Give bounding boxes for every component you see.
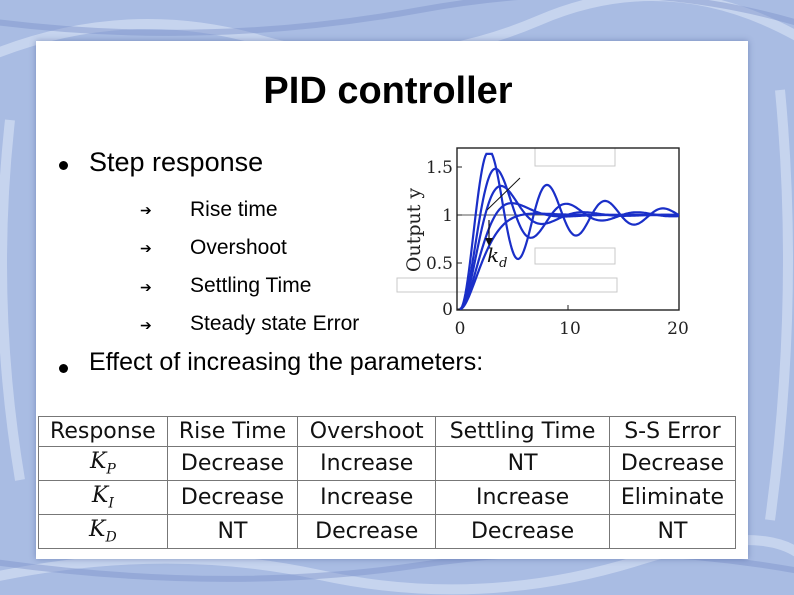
table-header-cell: Overshoot	[297, 415, 437, 448]
response-curve	[459, 167, 679, 311]
table-row: KP Decrease Increase NT Decrease	[38, 446, 737, 482]
table-cell: NT	[166, 513, 299, 550]
arrow-icon: ➔	[140, 279, 152, 295]
table-cell: Increase	[297, 480, 437, 515]
x-tick-label: 10	[559, 319, 581, 339]
table-cell: Decrease	[297, 513, 437, 550]
table-header-row: Response Rise Time Overshoot Settling Ti…	[38, 415, 737, 448]
x-tick-label: 20	[667, 319, 689, 339]
param-cell-ki: KI	[38, 480, 168, 515]
table-header-cell: Rise Time	[166, 415, 299, 448]
table-row: KD NT Decrease Decrease NT	[38, 513, 737, 550]
y-tick-label: 1.5	[426, 158, 453, 178]
bullet-dot	[59, 364, 68, 373]
bullet-effect-parameters: Effect of increasing the parameters:	[89, 348, 484, 376]
table-row: KI Decrease Increase Increase Eliminate	[38, 480, 737, 515]
slide-title: PID controller	[263, 70, 513, 112]
response-curve	[459, 212, 679, 311]
table-header-cell: Settling Time	[435, 415, 610, 448]
table-header-cell: Response	[38, 415, 168, 448]
bullet-dot	[59, 161, 68, 170]
bullet-step-response: Step response	[89, 147, 264, 177]
pid-effects-table: Response Rise Time Overshoot Settling Ti…	[38, 415, 737, 550]
sub-item-overshoot: Overshoot	[190, 236, 287, 259]
sub-item-settling-time: Settling Time	[190, 274, 312, 297]
y-tick-label: 1	[442, 206, 453, 226]
table-header-cell: S-S Error	[608, 415, 737, 448]
param-cell-kp: KP	[38, 446, 168, 482]
table-cell: Increase	[297, 446, 437, 482]
sub-item-steady-state-error: Steady state Error	[190, 312, 360, 335]
table-cell: Eliminate	[608, 480, 737, 515]
param-cell-kd: KD	[38, 513, 168, 550]
table-cell: Decrease	[435, 513, 610, 550]
arrow-icon: ➔	[140, 317, 152, 333]
arrow-icon: ➔	[140, 240, 152, 256]
table-cell: NT	[435, 446, 610, 482]
sub-item-rise-time: Rise time	[190, 198, 278, 221]
kd-annotation: kd	[487, 243, 507, 271]
y-tick-label: 0.5	[426, 254, 453, 274]
table-cell: Decrease	[166, 446, 299, 482]
plot-ylabel: Output y	[403, 188, 425, 273]
step-response-plot: 1.5 1 0.5 0 0 10 20 Output y kd	[395, 138, 703, 340]
arrow-icon: ➔	[140, 202, 152, 218]
table-cell: NT	[608, 513, 737, 550]
table-cell: Decrease	[166, 480, 299, 515]
table-cell: Decrease	[608, 446, 737, 482]
table-cell: Increase	[435, 480, 610, 515]
x-tick-label: 0	[455, 319, 466, 339]
y-tick-label: 0	[442, 300, 453, 320]
